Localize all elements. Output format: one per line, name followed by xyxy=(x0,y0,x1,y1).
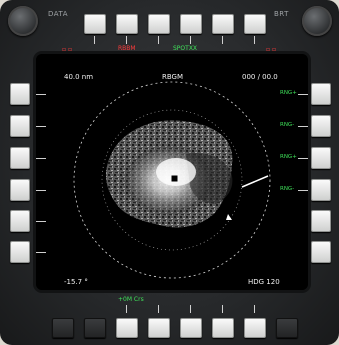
osb-bottom-1[interactable] xyxy=(52,318,74,338)
osb-top-tick xyxy=(94,36,95,44)
data-knob[interactable] xyxy=(8,6,38,36)
osb-bottom-tick xyxy=(126,305,127,313)
osb-top-5[interactable] xyxy=(212,14,234,34)
right-osb-tick xyxy=(298,158,308,159)
osb-right-4[interactable] xyxy=(311,179,331,201)
osb-right-5[interactable] xyxy=(311,210,331,232)
right-osb-label-1: RNG+ xyxy=(280,90,297,96)
osb-top-tick xyxy=(126,36,127,44)
osb-left-5[interactable] xyxy=(10,210,30,232)
osb-top-tick xyxy=(158,36,159,44)
osb-top-tick xyxy=(254,36,255,44)
osb-top-6[interactable] xyxy=(244,14,266,34)
osb-top-3[interactable] xyxy=(148,14,170,34)
left-osb-tick xyxy=(36,126,46,127)
radar-display: 40.0 nm RBGM 000 / 00.0 RNG+ RNG- RNG+ R… xyxy=(36,54,308,290)
osb-bottom-3[interactable] xyxy=(116,318,138,338)
osb-left-6[interactable] xyxy=(10,241,30,263)
osb-left-3[interactable] xyxy=(10,147,30,169)
osb-bottom-4[interactable] xyxy=(148,318,170,338)
osb-bottom-7[interactable] xyxy=(244,318,266,338)
osb-right-3[interactable] xyxy=(311,147,331,169)
left-osb-tick xyxy=(36,94,46,95)
bottom-osb-label: +0M Crs xyxy=(118,296,144,303)
osb-left-4[interactable] xyxy=(10,179,30,201)
right-osb-tick xyxy=(298,94,308,95)
osb-bottom-2[interactable] xyxy=(84,318,106,338)
heading-bug xyxy=(241,175,269,188)
osb-bottom-tick xyxy=(222,305,223,313)
radar-mode-title: RBGM xyxy=(162,73,184,81)
right-osb-label-2: RNG- xyxy=(280,122,295,128)
range-ring-outer xyxy=(73,81,271,279)
osb-top-1[interactable] xyxy=(84,14,106,34)
top-indicator-right: ▫ ▫ xyxy=(266,46,277,53)
brightness-knob-label: BRT xyxy=(274,10,289,18)
target-marker xyxy=(226,214,232,220)
osb-top-tick xyxy=(190,36,191,44)
left-osb-tick xyxy=(36,221,46,222)
osb-label-spot: SPOTXX xyxy=(173,45,198,52)
osb-top-4[interactable] xyxy=(180,14,202,34)
osb-bottom-tick xyxy=(190,305,191,313)
osb-bottom-8[interactable] xyxy=(276,318,298,338)
right-osb-tick xyxy=(298,190,308,191)
data-knob-label: DATA xyxy=(48,10,69,18)
osb-top-tick xyxy=(222,36,223,44)
left-osb-tick xyxy=(36,252,46,253)
cursor-marker xyxy=(171,175,178,182)
osb-bottom-tick xyxy=(158,305,159,313)
brightness-knob[interactable] xyxy=(302,6,332,36)
osb-top-2[interactable] xyxy=(116,14,138,34)
heading-readout: HDG 120 xyxy=(248,278,280,286)
osb-left-2[interactable] xyxy=(10,115,30,137)
osb-right-2[interactable] xyxy=(311,115,331,137)
range-ring-inner xyxy=(101,109,243,251)
left-osb-tick xyxy=(36,158,46,159)
right-osb-tick xyxy=(298,126,308,127)
elevation-readout: -15.7 ° xyxy=(64,278,88,286)
osb-right-1[interactable] xyxy=(311,83,331,105)
cursor-coordinates: 000 / 00.0 xyxy=(242,73,278,81)
osb-left-1[interactable] xyxy=(10,83,30,105)
osb-right-6[interactable] xyxy=(311,241,331,263)
osb-bottom-tick xyxy=(254,305,255,313)
ground-map-return xyxy=(106,120,233,228)
left-osb-tick xyxy=(36,190,46,191)
range-readout: 40.0 nm xyxy=(64,73,94,81)
right-osb-label-4: RNG- xyxy=(280,186,295,192)
radar-scope xyxy=(73,81,271,279)
osb-label-rbbm: RBBM xyxy=(118,45,136,52)
osb-bottom-6[interactable] xyxy=(212,318,234,338)
right-osb-label-3: RNG+ xyxy=(280,154,297,160)
top-indicator-left: ▫ ▫ xyxy=(62,46,73,53)
osb-bottom-5[interactable] xyxy=(180,318,202,338)
